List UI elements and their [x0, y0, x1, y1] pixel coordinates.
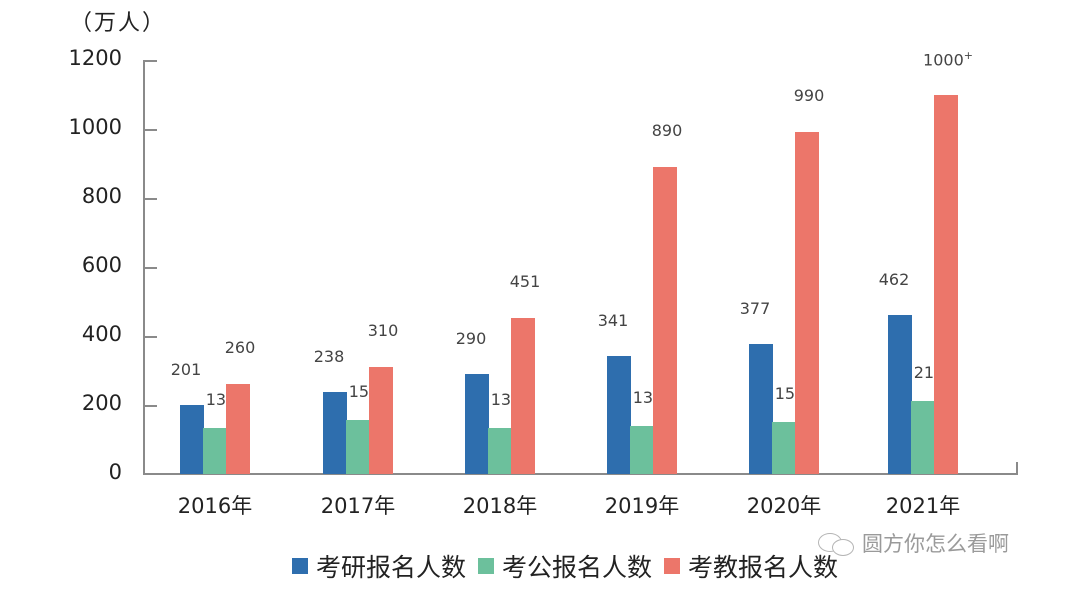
bar-kaojiao — [934, 94, 958, 474]
data-label: 201 — [170, 359, 202, 379]
legend: 考研报名人数 考公报名人数 考教报名人数 — [292, 548, 850, 584]
data-label: 377 — [739, 298, 771, 318]
legend-swatch-icon — [664, 558, 681, 574]
bar-kaojiao — [511, 318, 535, 474]
bar-kaojiao — [226, 384, 250, 474]
x-tick-label: 2020年 — [746, 494, 822, 518]
x-tick-label: 2016年 — [177, 494, 253, 518]
y-tick-label: 400 — [81, 322, 122, 346]
bar-kaojiao — [795, 132, 819, 474]
legend-item: 考公报名人数 — [478, 548, 652, 584]
y-tick-mark — [143, 60, 157, 62]
bar-kaoyan — [749, 343, 773, 474]
data-label: 310 — [367, 321, 399, 341]
bar-kaoyan — [323, 391, 347, 474]
bar-kaoyan — [607, 356, 631, 474]
y-tick-label: 200 — [81, 391, 122, 415]
bar-kaogong — [488, 428, 512, 474]
x-tick-label: 2021年 — [885, 494, 961, 518]
bar-kaoyan — [180, 404, 204, 474]
data-label: 260 — [224, 338, 256, 358]
bar-kaojiao — [369, 367, 393, 474]
data-label: 451 — [509, 272, 541, 292]
y-tick-label: 600 — [81, 253, 122, 277]
legend-swatch-icon — [292, 558, 308, 574]
bar-kaogong — [772, 421, 796, 474]
y-tick-mark — [143, 129, 157, 131]
bar-kaogong — [630, 426, 654, 474]
data-label: 462 — [878, 269, 910, 289]
bar-kaojiao — [653, 166, 677, 474]
legend-label: 考教报名人数 — [688, 553, 839, 582]
data-label: 238 — [313, 346, 345, 366]
legend-item: 考研报名人数 — [292, 548, 466, 584]
bar-kaoyan — [465, 373, 489, 474]
bar-kaogong — [346, 420, 370, 474]
bar-kaogong — [911, 400, 935, 474]
data-label: 1000+ — [923, 48, 973, 69]
legend-label: 考公报名人数 — [502, 553, 653, 582]
legend-item: 考教报名人数 — [664, 548, 838, 584]
y-axis-line — [143, 60, 145, 474]
x-axis-end-tick — [1016, 462, 1018, 474]
wechat-icon — [818, 531, 856, 556]
legend-swatch-icon — [478, 558, 495, 574]
y-tick-label: 800 — [81, 184, 122, 208]
y-tick-label: 1200 — [68, 46, 122, 70]
x-tick-label: 2017年 — [320, 494, 396, 518]
x-tick-label: 2018年 — [462, 494, 538, 518]
y-tick-mark — [143, 267, 157, 269]
x-tick-label: 2019年 — [604, 494, 680, 518]
bar-kaoyan — [888, 314, 912, 474]
y-tick-label: 0 — [108, 460, 122, 484]
bar-kaogong — [203, 428, 227, 474]
y-tick-mark — [143, 198, 157, 200]
data-label: 341 — [597, 311, 629, 331]
data-label: 990 — [793, 86, 825, 106]
y-tick-label: 1000 — [68, 115, 122, 139]
x-axis-line — [143, 473, 1018, 475]
data-label: 890 — [651, 120, 683, 140]
watermark: 圆方你怎么看啊 — [818, 528, 1009, 558]
y-unit-label: （万人） — [70, 11, 167, 36]
y-tick-mark — [143, 405, 157, 407]
data-label: 290 — [455, 328, 487, 348]
legend-label: 考研报名人数 — [316, 553, 467, 582]
watermark-text: 圆方你怎么看啊 — [862, 532, 1009, 556]
y-tick-mark — [143, 336, 157, 338]
